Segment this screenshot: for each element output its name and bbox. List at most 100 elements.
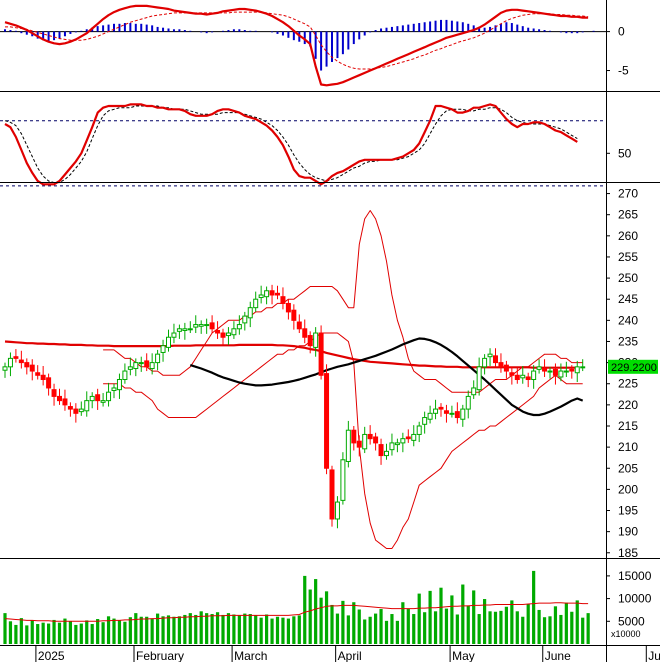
- candle-body: [275, 292, 280, 296]
- volume-bar: [374, 613, 378, 644]
- candle-body: [285, 302, 291, 313]
- candle-body: [193, 324, 199, 328]
- candle-body: [416, 425, 422, 435]
- candle-body: [454, 411, 460, 419]
- volume-bar: [537, 609, 541, 644]
- volume-bar: [36, 624, 40, 644]
- volume-bar: [52, 619, 56, 644]
- price-tick-label: 210: [618, 440, 638, 454]
- candle-body: [465, 395, 471, 410]
- candle-body: [236, 324, 242, 330]
- volume-bar: [156, 613, 160, 644]
- candle-body: [542, 368, 548, 372]
- candle-body: [220, 332, 226, 338]
- candle-body: [89, 395, 95, 402]
- volume-bar: [117, 620, 122, 644]
- candle-body: [122, 370, 128, 381]
- candle-body: [389, 442, 395, 451]
- volume-bar: [30, 620, 34, 644]
- volume-bar: [265, 614, 269, 644]
- last-price-tag: 229.2200: [608, 359, 658, 374]
- candle-body: [144, 360, 150, 368]
- volume-bar: [472, 590, 476, 644]
- month-label: 2025: [38, 649, 65, 662]
- candle-body: [138, 362, 144, 365]
- candle-body: [482, 357, 488, 368]
- volume-bar: [401, 602, 405, 644]
- price-tick-label: 190: [618, 525, 638, 539]
- volume-bar: [243, 613, 247, 644]
- candle-body: [155, 353, 161, 364]
- candle-body: [384, 450, 389, 457]
- candle-body: [204, 324, 210, 327]
- volume-bar: [68, 621, 72, 644]
- volume-bar: [303, 575, 307, 644]
- volume-bar: [85, 620, 89, 644]
- month-label: March: [234, 649, 267, 662]
- candle-body: [411, 433, 417, 441]
- candle-body: [29, 364, 35, 372]
- volume-bar: [488, 611, 492, 644]
- volume-bar: [210, 614, 214, 644]
- volume-bar: [188, 613, 192, 644]
- candle-body: [67, 406, 73, 410]
- candle-body: [253, 298, 259, 309]
- volume-bar: [63, 618, 67, 644]
- volume-average-line: [4, 602, 589, 622]
- price-tick-label: 215: [618, 419, 638, 433]
- volume-bar: [14, 624, 18, 644]
- volume-bar: [477, 614, 481, 644]
- volume-bar: [166, 615, 171, 644]
- candle-body: [231, 328, 237, 336]
- candle-body: [318, 332, 324, 376]
- rsi-panel: 50: [0, 103, 632, 187]
- price-tick-label: 200: [618, 482, 638, 496]
- volume-bar: [183, 614, 187, 644]
- volume-bar: [41, 622, 45, 644]
- candle-body: [62, 398, 68, 406]
- price-panel: 1851901952002052102152202252302352402452…: [2, 187, 638, 560]
- price-tick-label: 240: [618, 313, 638, 327]
- candle-body: [394, 442, 400, 446]
- month-label: May: [452, 649, 475, 662]
- bollinger-upper-band: [103, 210, 583, 393]
- candle-body: [493, 355, 498, 364]
- long-moving-average-line: [4, 340, 578, 369]
- candle-body: [438, 406, 444, 410]
- volume-bar: [439, 587, 443, 644]
- rsi-line: [4, 103, 578, 186]
- volume-bar: [3, 613, 7, 644]
- candle-body: [520, 374, 526, 379]
- volume-bar: [423, 612, 427, 644]
- last-price-box: [608, 359, 658, 374]
- month-axis: 2025 February March April May June July: [35, 646, 660, 662]
- volume-bar: [483, 599, 487, 644]
- volume-bar: [314, 579, 318, 644]
- candle-body: [476, 366, 482, 391]
- candle-body: [7, 357, 13, 368]
- volume-bar: [368, 616, 372, 644]
- volume-bar: [237, 615, 241, 644]
- volume-bar: [254, 615, 258, 644]
- volume-bar: [553, 606, 558, 644]
- candle-body: [356, 440, 362, 448]
- volume-bar: [123, 621, 127, 644]
- candle-body: [198, 324, 204, 327]
- price-tick-label: 195: [618, 504, 638, 518]
- price-tick-label: 265: [618, 208, 638, 222]
- volume-bar: [461, 584, 465, 644]
- volume-bar: [455, 614, 459, 644]
- volume-unit-label: x10000: [611, 629, 641, 639]
- volume-bar: [308, 589, 312, 644]
- volume-bar: [319, 597, 323, 644]
- macd-signal-line: [5, 11, 589, 70]
- candle-body: [307, 335, 313, 347]
- candle-body: [133, 362, 139, 370]
- candle-body: [291, 309, 297, 321]
- month-label: July: [648, 649, 660, 662]
- candle-body: [324, 373, 330, 469]
- volume-bar: [145, 616, 149, 644]
- price-tick-label: 225: [618, 377, 638, 391]
- volume-bar: [297, 615, 301, 644]
